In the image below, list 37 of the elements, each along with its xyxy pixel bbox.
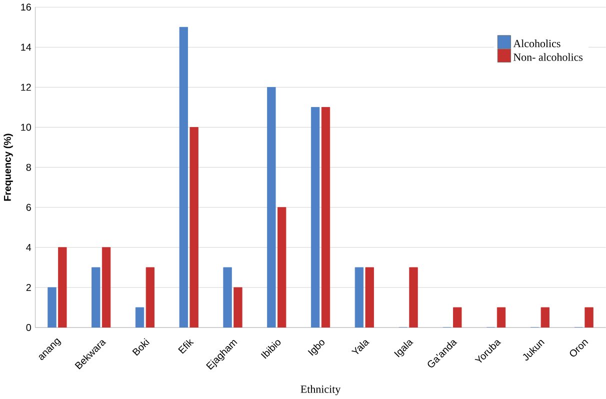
bar <box>223 267 232 328</box>
y-tick-label: 12 <box>21 84 31 91</box>
bar <box>453 307 462 328</box>
y-tick-label: 6 <box>26 204 31 211</box>
bar <box>48 287 56 328</box>
bar <box>321 107 330 328</box>
bar <box>179 27 188 328</box>
bar <box>278 207 286 328</box>
y-tick-label: 8 <box>26 164 31 171</box>
y-axis-title: Frequency (%) <box>4 134 13 201</box>
legend-label: Non- alcoholics <box>513 53 583 61</box>
bar <box>409 267 418 328</box>
bar <box>354 267 364 328</box>
bar <box>584 307 594 328</box>
x-axis-title: Ethnicity <box>300 385 341 396</box>
bar <box>102 247 111 328</box>
bar <box>146 267 155 328</box>
bar <box>190 127 198 328</box>
bar <box>267 87 276 328</box>
bar <box>540 307 550 328</box>
y-tick-label: 2 <box>26 284 31 292</box>
y-tick-label: 16 <box>21 4 31 11</box>
legend-label: Alcoholics <box>513 40 560 48</box>
bar <box>135 307 144 328</box>
bar <box>365 267 374 328</box>
bar <box>310 107 320 328</box>
bar <box>92 267 100 328</box>
bar <box>58 247 67 328</box>
x-tick-label: Efik <box>178 339 194 354</box>
y-tick-label: 4 <box>26 244 32 251</box>
x-tick-label: Igbo <box>308 340 324 356</box>
bar <box>234 287 242 328</box>
y-tick-label: 14 <box>21 44 32 51</box>
y-tick-label: 10 <box>21 124 32 131</box>
y-tick-label: 0 <box>26 324 32 332</box>
x-tick-label: Yala <box>351 340 370 354</box>
bar <box>496 307 506 328</box>
